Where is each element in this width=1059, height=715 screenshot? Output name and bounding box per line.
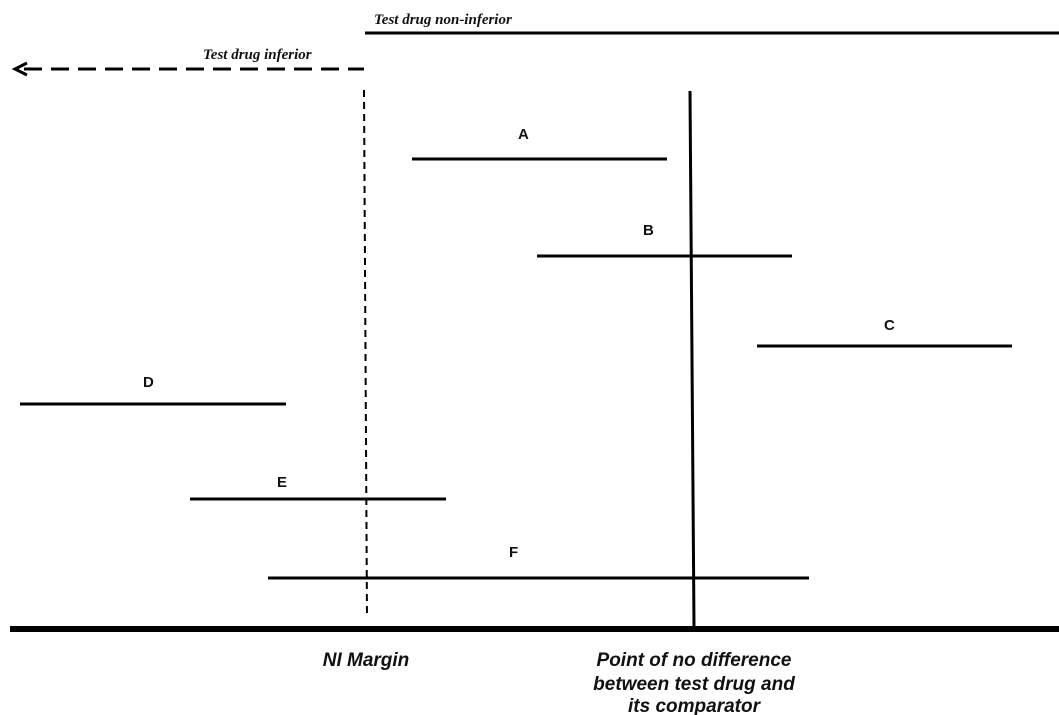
interval-e-label: E xyxy=(277,474,287,491)
no-difference-label-line-3: its comparator xyxy=(628,696,762,715)
interval-a-label: A xyxy=(518,126,529,143)
interval-c-label: C xyxy=(884,317,895,334)
left-arrowhead-icon xyxy=(11,61,28,77)
interval-f-label: F xyxy=(509,544,518,561)
no-difference-label-line-1: Point of no difference xyxy=(597,650,792,671)
interval-b-label: B xyxy=(643,222,654,239)
ni-margin-label: NI Margin xyxy=(323,650,410,671)
non-inferior-region-label: Test drug non-inferior xyxy=(374,12,512,28)
ni-margin-line xyxy=(363,89,368,619)
no-difference-line xyxy=(688,90,696,628)
inferior-region-label: Test drug inferior xyxy=(203,47,312,63)
no-difference-label-line-2: between test drug and xyxy=(593,674,795,695)
interval-d-label: D xyxy=(143,374,154,391)
